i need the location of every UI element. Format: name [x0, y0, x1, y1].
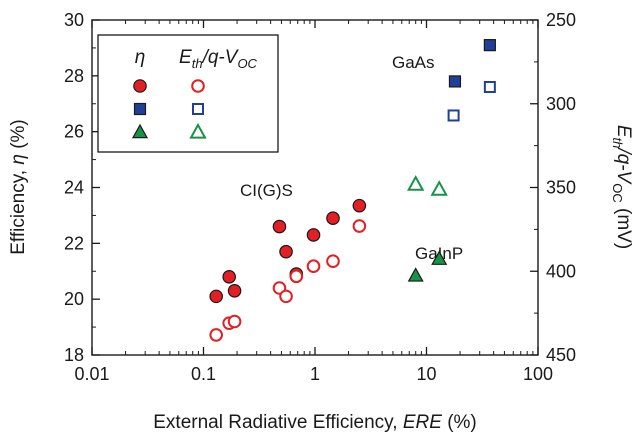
cigs-eth-voc-point [326, 254, 340, 269]
x-tick-label: 0.1 [191, 364, 216, 384]
cigs-eta-point [352, 198, 367, 213]
cigs-eth-voc-point [352, 219, 367, 233]
y-left-tick-label: 30 [64, 10, 84, 30]
y-right-axis-ticks: 250 300 350 400 450 [530, 10, 576, 365]
gaas-eta-point [448, 75, 462, 88]
gaas-eta-point [483, 39, 496, 52]
legend-header-eta: η [135, 47, 146, 68]
cigs-eth-voc-point [306, 259, 321, 274]
y-left-tick-label: 26 [64, 122, 84, 142]
y-right-tick-label: 350 [546, 178, 576, 198]
legend-triangle-filled [131, 123, 149, 139]
y-left-tick-label: 24 [64, 178, 84, 198]
cigs-eta-point [272, 219, 287, 234]
legend-header-eth: Eth/q-VOC [179, 47, 258, 71]
x-axis-title: External Radiative Efficiency, ERE (%) [153, 412, 477, 433]
cigs-eta-point [326, 211, 340, 226]
legend-markers [131, 79, 207, 139]
gaas-eth-voc-point [447, 109, 460, 122]
annotation-cigs: CI(G)S [240, 181, 293, 200]
legend-square-filled [133, 102, 147, 116]
y-left-tick-label: 18 [64, 345, 84, 365]
data-points [209, 39, 496, 342]
annotation-gaas: GaAs [392, 53, 435, 72]
x-tick-label: 100 [523, 364, 553, 384]
legend-circle-open [191, 79, 205, 93]
cigs-eta-point [306, 228, 321, 242]
gainp-eth-voc-point [406, 175, 425, 191]
y-left-tick-label: 20 [64, 289, 84, 309]
x-tick-label: 1 [310, 364, 320, 384]
y-right-tick-label: 300 [546, 94, 576, 114]
x-axis-ticks: 0.01 0.1 1 10 100 [74, 20, 553, 384]
cigs-eth-voc-point [227, 314, 242, 329]
y-right-tick-label: 450 [546, 345, 576, 365]
legend-triangle-open [189, 122, 207, 139]
y-right-tick-label: 400 [546, 261, 576, 281]
legend-square-open [192, 103, 204, 115]
legend-circle-filled [133, 79, 147, 93]
x-tick-label: 0.01 [74, 364, 109, 384]
cigs-eth-voc-point [209, 328, 224, 342]
y-right-axis-title: Eth/q-VOC (mV) [610, 125, 634, 249]
x-tick-label: 10 [416, 364, 436, 384]
gaas-eth-voc-point [483, 81, 496, 93]
cigs-eth-voc-point [289, 269, 304, 284]
gainp-eta-point [431, 250, 448, 265]
y-right-tick-label: 250 [546, 10, 576, 30]
cigs-eta-point [222, 270, 236, 284]
cigs-eta-point [209, 289, 224, 304]
y-left-axis-ticks: 18 20 22 24 26 28 30 [64, 10, 100, 365]
y-left-axis-title: Efficiency, η (%) [8, 119, 29, 255]
legend: η Eth/q-VOC [97, 34, 279, 153]
y-left-tick-label: 28 [64, 66, 84, 86]
legend-box [97, 34, 279, 153]
cigs-eta-point [227, 283, 242, 298]
gainp-eta-point [407, 267, 424, 282]
cigs-eth-voc-point [279, 289, 293, 304]
cigs-eta-point [279, 244, 293, 259]
y-left-tick-label: 22 [64, 233, 84, 253]
gainp-eth-voc-point [430, 180, 448, 196]
